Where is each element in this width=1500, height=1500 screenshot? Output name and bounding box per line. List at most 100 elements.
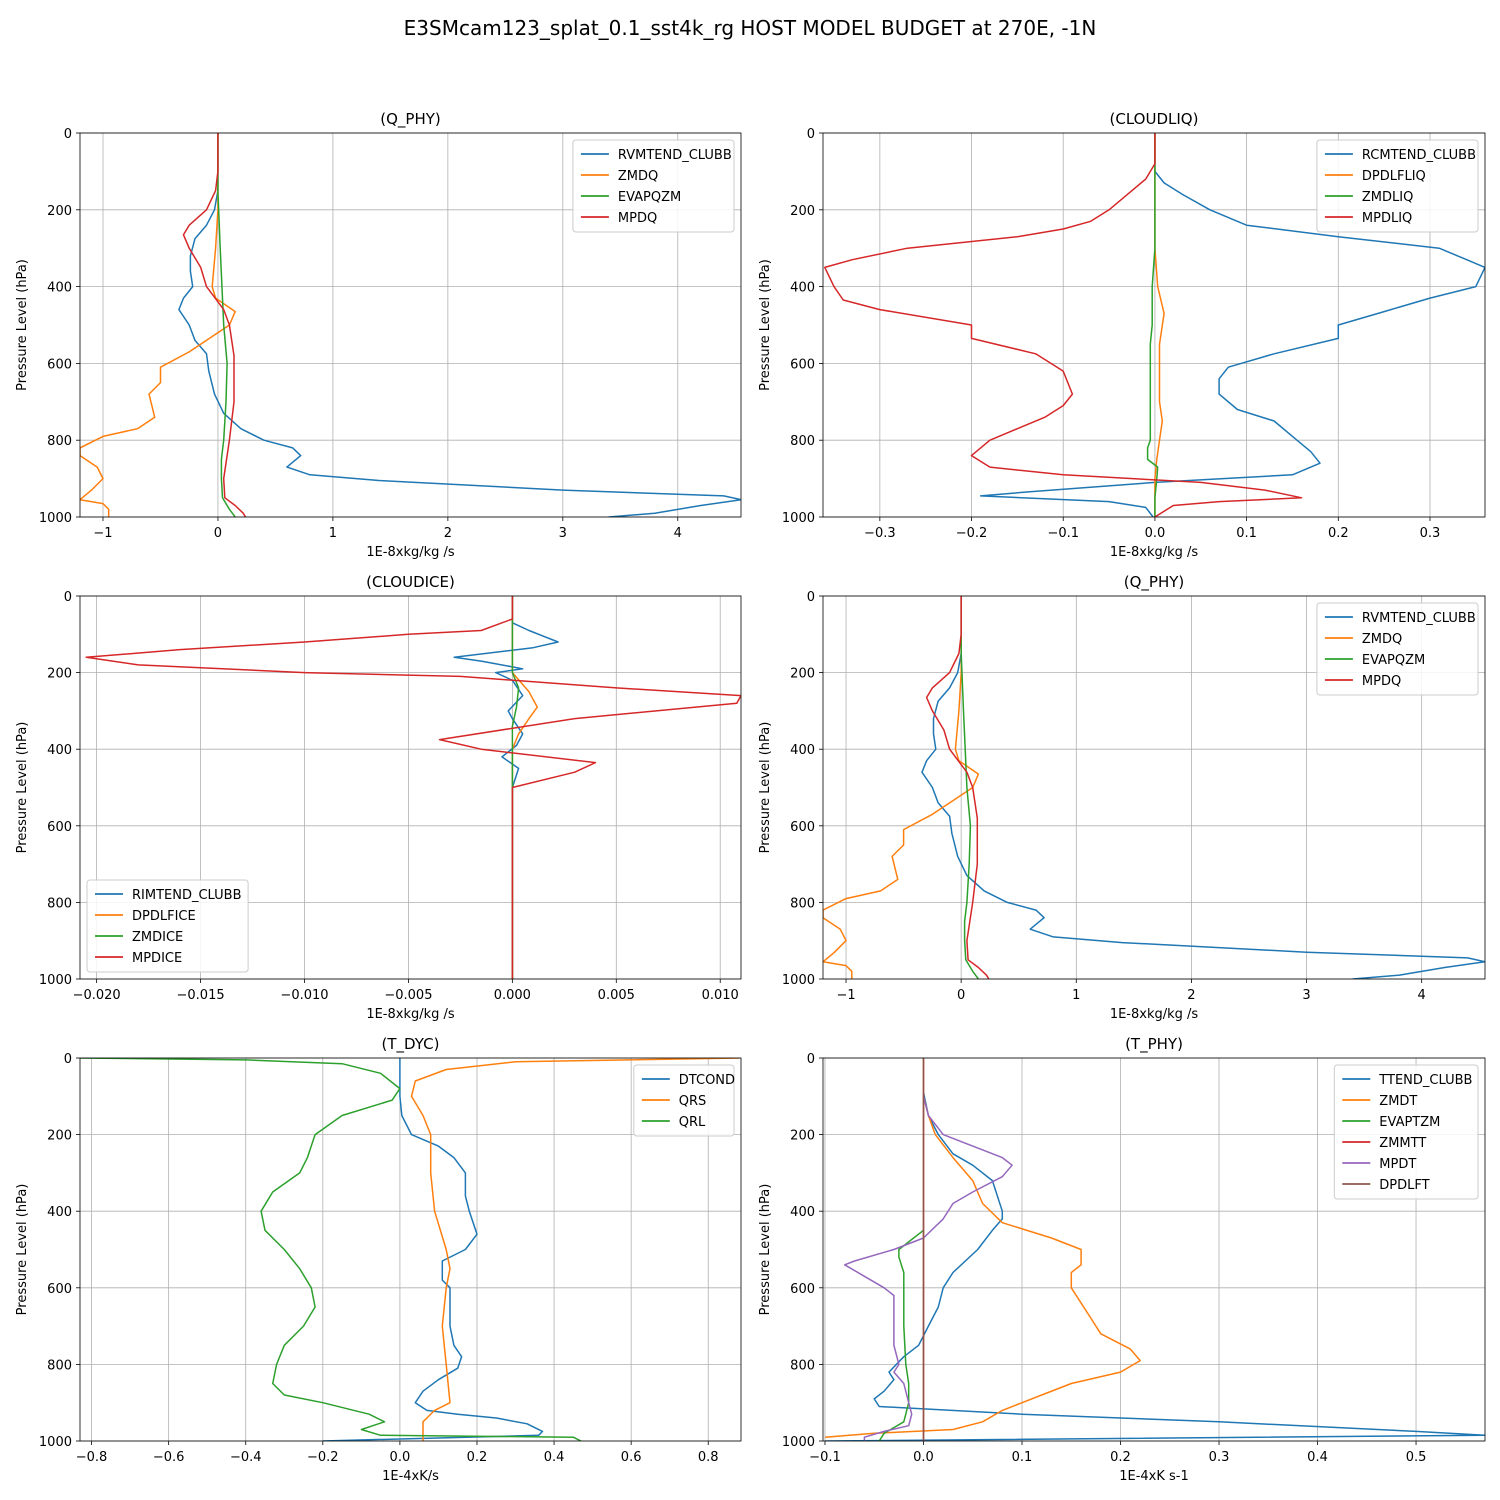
legend-entry-label: MPDQ bbox=[618, 211, 657, 226]
series-group bbox=[85, 596, 741, 979]
chart-panel: −0.3 −0.2 −0.1 0.0 0.1 0.2 0.3 0 200 400 600 800 100… bbox=[758, 110, 1486, 560]
y-tick-label: 800 bbox=[47, 896, 72, 911]
y-tick-label: 600 bbox=[47, 357, 72, 372]
chart-panel: −0.020 −0.015 −0.010 −0.005 0.000 0.005 0.010 0… bbox=[15, 573, 742, 1022]
x-tick-label: 0.3 bbox=[1420, 526, 1441, 541]
figure-title: E3SMcam123_splat_0.1_sst4k_rg HOST MODEL… bbox=[403, 16, 1097, 40]
legend-box bbox=[633, 1064, 735, 1137]
x-tick-label: 0.4 bbox=[1307, 1450, 1328, 1465]
series-line-zmdice bbox=[511, 596, 520, 979]
x-tick-label: 0.1 bbox=[1236, 526, 1257, 541]
x-tick-label: 0.4 bbox=[544, 1450, 565, 1465]
x-tick-label: 3 bbox=[1302, 988, 1310, 1003]
legend-box bbox=[1316, 602, 1479, 696]
legend: RCMTEND_CLUBB DPDLFLIQ ZMDLIQ MPDLIQ bbox=[1316, 139, 1479, 233]
x-tick-label: −0.2 bbox=[956, 526, 988, 541]
x-tick-label: 0.1 bbox=[1012, 1450, 1033, 1465]
x-tick-label: 0.005 bbox=[598, 988, 635, 1003]
y-tick-label: 1000 bbox=[782, 1435, 815, 1450]
x-axis-label: 1E-4xK/s bbox=[382, 1469, 439, 1484]
x-tick-label: 0.5 bbox=[1406, 1450, 1427, 1465]
series-group bbox=[824, 133, 1485, 517]
panel-title: (T_PHY) bbox=[1125, 1035, 1183, 1054]
x-axis-label: 1E-8xkg/kg /s bbox=[1110, 545, 1199, 560]
x-tick-label: −0.015 bbox=[177, 988, 225, 1003]
series-line-evapqzm bbox=[217, 133, 236, 517]
panel-title: (Q_PHY) bbox=[380, 110, 441, 129]
y-tick-label: 200 bbox=[790, 204, 815, 219]
x-tick-label: 4 bbox=[674, 526, 682, 541]
y-tick-label: 600 bbox=[790, 357, 815, 372]
x-axis-label: 1E-8xkg/kg /s bbox=[366, 1007, 455, 1022]
series-line-mpdice bbox=[85, 596, 741, 979]
series-line-zmdq bbox=[80, 133, 236, 517]
chart-panel: −0.8 −0.6 −0.4 −0.2 0.0 0.2 0.4 0.6 0.8 0 200 400 60… bbox=[15, 1035, 742, 1484]
legend: RVMTEND_CLUBB ZMDQ EVAPQZM MPDQ bbox=[1316, 602, 1479, 696]
x-tick-label: −0.3 bbox=[864, 526, 896, 541]
legend-entry-label: ZMDQ bbox=[1362, 632, 1402, 647]
y-tick-label: 0 bbox=[807, 127, 815, 142]
x-tick-label: 0.000 bbox=[494, 988, 531, 1003]
legend-box bbox=[572, 139, 735, 233]
legend-entry-label: MPDICE bbox=[132, 951, 182, 966]
panel-title: (CLOUDLIQ) bbox=[1110, 110, 1199, 128]
chart-panel: −1 0 1 2 3 4 0 200 400 600 800 1000 (Q_PHY) 1E-8xkg/k… bbox=[758, 573, 1486, 1022]
x-tick-label: 0.8 bbox=[698, 1450, 719, 1465]
legend-entry-label: MPDQ bbox=[1362, 674, 1401, 689]
y-tick-label: 400 bbox=[790, 743, 815, 758]
y-tick-label: 800 bbox=[790, 1358, 815, 1373]
x-tick-label: −0.1 bbox=[809, 1450, 841, 1465]
x-tick-label: 0 bbox=[957, 988, 965, 1003]
y-tick-label: 800 bbox=[790, 896, 815, 911]
legend-entry-label: ZMDT bbox=[1379, 1094, 1417, 1109]
y-axis-label: Pressure Level (hPa) bbox=[758, 722, 773, 854]
legend-entry-label: ZMDLIQ bbox=[1362, 190, 1413, 205]
axes-frame bbox=[822, 595, 1486, 980]
y-tick-label: 0 bbox=[64, 127, 72, 142]
series-line-dpdlfliq bbox=[1154, 133, 1165, 517]
x-tick-label: −1 bbox=[836, 988, 855, 1003]
y-tick-label: 400 bbox=[47, 1205, 72, 1220]
axes-frame bbox=[79, 1057, 742, 1442]
legend-entry-label: ZMDQ bbox=[618, 169, 658, 184]
x-tick-label: 0.2 bbox=[1328, 526, 1349, 541]
legend-entry-label: TTEND_CLUBB bbox=[1378, 1073, 1472, 1088]
series-line-zmdliq bbox=[1146, 133, 1159, 517]
x-tick-label: 0.0 bbox=[390, 1450, 411, 1465]
series-group bbox=[823, 596, 1485, 979]
x-tick-label: −0.020 bbox=[73, 988, 121, 1003]
legend-box bbox=[86, 879, 249, 973]
legend-entry-label: RVMTEND_CLUBB bbox=[618, 148, 732, 163]
y-tick-label: 0 bbox=[64, 1052, 72, 1067]
legend-box bbox=[1333, 1064, 1479, 1200]
y-axis-label: Pressure Level (hPa) bbox=[758, 259, 773, 391]
legend-entry-label: MPDLIQ bbox=[1362, 211, 1412, 226]
x-tick-label: −0.8 bbox=[76, 1450, 108, 1465]
legend: TTEND_CLUBB ZMDT EVAPTZM ZMMTT MPDT DPDLFT bbox=[1333, 1064, 1479, 1200]
x-tick-label: −0.010 bbox=[280, 988, 328, 1003]
y-axis-label: Pressure Level (hPa) bbox=[15, 1184, 30, 1316]
series-line-mpdliq bbox=[824, 133, 1303, 517]
series-line-evapqzm bbox=[960, 596, 980, 979]
x-tick-label: 0.3 bbox=[1209, 1450, 1230, 1465]
y-tick-label: 200 bbox=[47, 667, 72, 682]
series-line-zmdt bbox=[824, 1096, 1141, 1438]
panel-title: (T_DYC) bbox=[382, 1035, 440, 1054]
y-tick-label: 600 bbox=[47, 820, 72, 835]
series-line-mpdt bbox=[843, 1096, 1013, 1441]
series-group bbox=[80, 133, 741, 517]
legend: RIMTEND_CLUBB DPDLFICE ZMDICE MPDICE bbox=[86, 879, 249, 973]
series-line-qrl bbox=[80, 1058, 582, 1441]
y-tick-label: 200 bbox=[790, 667, 815, 682]
y-tick-label: 200 bbox=[47, 1129, 72, 1144]
series-line-zmdq bbox=[823, 596, 980, 979]
series-line-rimtend_clubb bbox=[453, 596, 559, 979]
y-tick-label: 400 bbox=[47, 281, 72, 296]
series-line-rvmtend_clubb bbox=[178, 133, 741, 517]
y-tick-label: 800 bbox=[47, 434, 72, 449]
legend-box bbox=[1316, 139, 1479, 233]
y-axis-label: Pressure Level (hPa) bbox=[15, 259, 30, 391]
series-group bbox=[824, 1058, 1485, 1441]
y-tick-label: 1000 bbox=[782, 973, 815, 988]
